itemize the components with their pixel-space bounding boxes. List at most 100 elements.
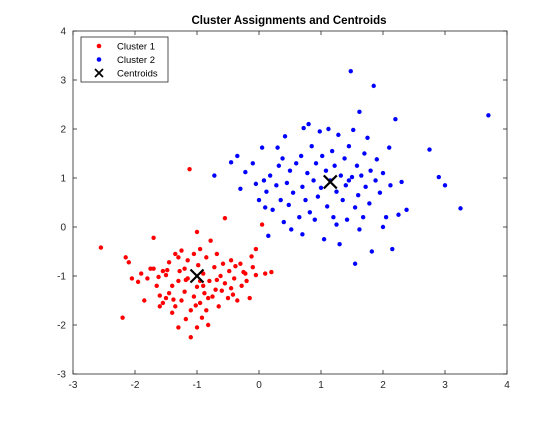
cluster-2-point (326, 126, 331, 132)
cluster-1-point (170, 310, 175, 315)
legend-label: Centroids (117, 69, 158, 80)
cluster-1-point (216, 304, 221, 309)
cluster-2-point (315, 194, 321, 199)
cluster-1-point (173, 304, 178, 309)
cluster-1-point (244, 278, 249, 284)
cluster-1-point (225, 295, 231, 301)
cluster-2-point (331, 215, 336, 220)
cluster-1-point (193, 303, 198, 308)
cluster-2-point (367, 201, 372, 206)
cluster-1-point (219, 288, 224, 293)
cluster-1-point (156, 274, 161, 280)
cluster-2-point (284, 180, 290, 186)
cluster-1-point (191, 294, 197, 299)
centroid-stroke (323, 174, 338, 190)
cluster-1-point (176, 325, 181, 330)
cluster-2-point (281, 219, 286, 225)
cluster-2-point (243, 169, 248, 175)
cluster-1-point (183, 316, 189, 322)
cluster-2-point (387, 145, 392, 150)
cluster-2-point (253, 181, 259, 187)
cluster-1-point (230, 292, 236, 297)
y-tick-label: 0 (60, 223, 66, 234)
cluster-1-point (166, 290, 172, 296)
cluster-1-point (214, 277, 220, 283)
cluster-2-point (380, 224, 386, 230)
cluster-2-point (393, 117, 398, 122)
cluster-1-point (176, 278, 181, 284)
cluster-2-point (380, 170, 386, 176)
cluster-1-point (208, 238, 213, 243)
cluster-1-point (188, 308, 193, 313)
cluster-2-point (399, 179, 404, 185)
cluster-2-point (270, 207, 275, 213)
cluster-2-point (390, 246, 395, 252)
cluster-2-point (374, 157, 379, 162)
centroid-marker (323, 174, 338, 190)
cluster-2-point (325, 204, 330, 209)
x-tick-label: 2 (380, 380, 386, 391)
cluster-1-point (239, 283, 244, 288)
cluster-1-point (235, 298, 240, 303)
cluster-1-point (243, 271, 248, 276)
cluster-1-point (232, 276, 237, 281)
cluster-1-point (194, 325, 200, 330)
cluster-1-point (212, 264, 217, 270)
cluster-2-point (300, 184, 305, 190)
cluster-1-point (259, 222, 265, 227)
cluster-1-point (197, 300, 203, 306)
cluster-2-point (363, 184, 368, 190)
cluster-2-point (235, 153, 240, 159)
cluster-1-point (210, 294, 215, 299)
cluster-2-point (427, 147, 432, 152)
legend-marker-dot (96, 57, 102, 62)
cluster-1-point (247, 295, 252, 301)
cluster-1-point (160, 268, 166, 274)
cluster-1-point (250, 264, 255, 270)
centroid-marker (189, 268, 205, 284)
cluster-2-point (212, 173, 217, 178)
cluster-2-point (369, 249, 375, 254)
cluster-2-point (354, 163, 360, 168)
cluster-1-point (222, 215, 228, 221)
cluster-1-point (163, 272, 169, 278)
cluster-2-point (313, 161, 319, 166)
cluster-1-point (238, 261, 243, 266)
cluster-1-point (185, 258, 190, 263)
cluster-2-point (309, 143, 314, 149)
x-tick-label: -2 (131, 380, 140, 391)
cluster-1-point (151, 235, 156, 240)
cluster-2-point (346, 143, 352, 149)
cluster-1-point (179, 248, 184, 253)
cluster-1-point (142, 298, 147, 303)
cluster-2-point (278, 197, 283, 203)
cluster-1-point (173, 251, 178, 257)
cluster-2-point (388, 183, 393, 188)
cluster-1-point (227, 268, 232, 274)
cluster-2-point (365, 135, 370, 141)
cluster-2-point (321, 237, 327, 242)
cluster-1-point (228, 258, 234, 263)
cluster-1-point (218, 273, 223, 279)
cluster-2-point (352, 261, 358, 266)
cluster-1-point (199, 315, 205, 320)
cluster-1-point (176, 255, 181, 260)
cluster-2-point (342, 156, 347, 161)
cluster-2-point (280, 156, 285, 161)
cluster-2-point (274, 183, 279, 188)
cluster-1-point (188, 335, 193, 340)
cluster-2-point (343, 183, 348, 188)
cluster-2-point (298, 153, 304, 159)
cluster-2-point (368, 168, 373, 173)
cluster-2-point (357, 227, 362, 232)
cluster-1-point (196, 263, 201, 268)
cluster-2-point (307, 210, 313, 215)
cluster-2-point (404, 207, 409, 213)
cluster-2-point (340, 197, 345, 203)
cluster-1-point (228, 286, 234, 291)
cluster-1-point (201, 283, 206, 288)
x-tick-label: 4 (504, 380, 510, 391)
cluster-2-point (228, 160, 234, 165)
cluster-1-point (182, 289, 187, 294)
